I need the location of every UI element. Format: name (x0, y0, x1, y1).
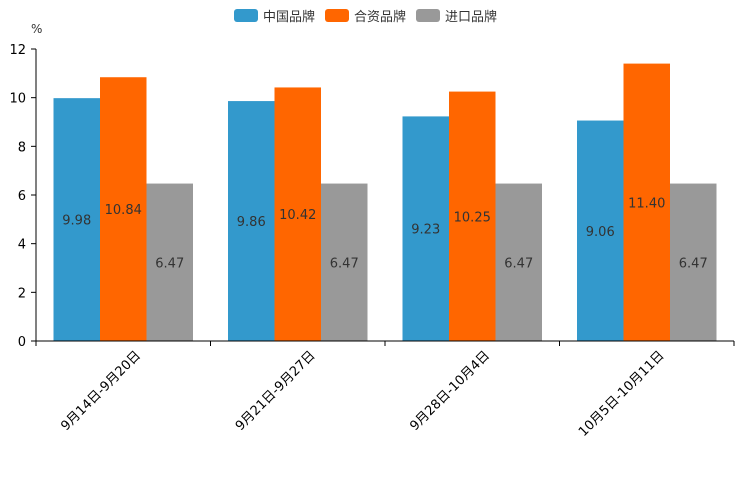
legend: 中国品牌 合资品牌 进口品牌 (234, 6, 507, 25)
legend-swatch-import (416, 9, 441, 22)
x-tick-label: 9月28日-10月4日 (407, 348, 493, 434)
legend-item-import[interactable]: 进口品牌 (416, 6, 497, 25)
y-axis: 0 2 4 6 8 10 12 (9, 43, 37, 350)
y-tick-label: 0 (18, 335, 26, 350)
bar-value-label: 9.06 (586, 225, 615, 240)
bar-value-label: 6.47 (155, 256, 184, 271)
x-axis: 9月14日-9月20日 9月21日-9月27日 9月28日-10月4日 10月5日-1… (35, 340, 735, 440)
bar-value-label: 9.86 (237, 215, 266, 230)
bar-value-label: 9.23 (411, 223, 440, 238)
bar-value-label: 10.25 (454, 210, 491, 225)
bar-china[interactable] (577, 120, 624, 341)
bar-value-label: 6.47 (679, 256, 708, 271)
legend-swatch-china (234, 9, 258, 22)
bar-joint[interactable] (100, 77, 147, 341)
legend-label-import: 进口品牌 (445, 10, 498, 25)
y-tick-label: 8 (18, 140, 26, 155)
y-tick-label: 10 (9, 92, 26, 107)
bar-value-label: 11.40 (628, 196, 665, 211)
x-tick-label: 9月21日-9月27日 (233, 348, 319, 434)
bar-value-label: 6.47 (330, 256, 359, 271)
legend-item-joint[interactable]: 合资品牌 (325, 6, 406, 25)
y-tick-label: 4 (18, 238, 26, 253)
y-axis-unit-label: % (31, 22, 42, 36)
legend-label-joint: 合资品牌 (354, 10, 407, 25)
y-tick-label: 2 (18, 286, 26, 301)
bar-china[interactable] (228, 101, 275, 341)
bar-value-label: 10.42 (279, 208, 316, 223)
bar-import[interactable] (495, 183, 543, 341)
bar-joint[interactable] (274, 87, 322, 342)
bar-import[interactable] (146, 183, 194, 341)
legend-swatch-joint (325, 9, 350, 22)
legend-label-china: 中国品牌 (263, 10, 316, 25)
bar-china[interactable] (402, 116, 450, 341)
y-tick-label: 6 (18, 189, 26, 204)
bar-value-label: 10.84 (105, 203, 142, 218)
bar-import[interactable] (670, 183, 717, 341)
x-tick-label: 9月14日-9月20日 (58, 348, 144, 434)
bar-joint[interactable] (623, 63, 671, 341)
bar-value-label: 9.98 (62, 214, 91, 229)
legend-item-china[interactable]: 中国品牌 (234, 6, 315, 25)
bars-group: 9.98 10.84 6.47 9.86 10.42 6.47 9.23 10.25 6.47 9… (53, 63, 717, 342)
bar-import[interactable] (321, 183, 368, 341)
x-tick-label: 10月5日-10月11日 (576, 348, 668, 440)
bar-china[interactable] (53, 98, 101, 341)
y-tick-label: 12 (9, 43, 26, 58)
bar-joint[interactable] (449, 91, 496, 341)
bar-value-label: 6.47 (504, 256, 533, 271)
